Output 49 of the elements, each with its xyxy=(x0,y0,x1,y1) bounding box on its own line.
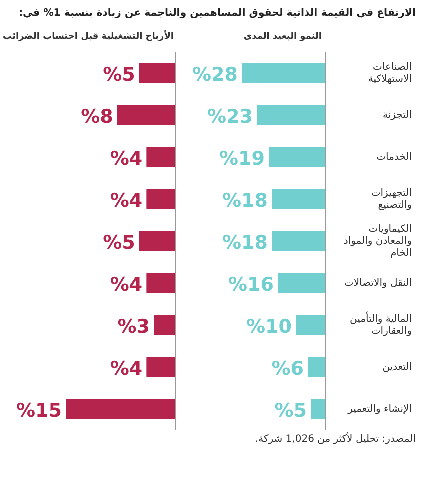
data-label: %23 xyxy=(208,106,253,128)
bar xyxy=(242,63,326,83)
data-label: %16 xyxy=(228,274,274,296)
data-label: %28 xyxy=(192,64,238,86)
y-tick-label: التجهيزات والتصنيع xyxy=(371,188,412,211)
bar xyxy=(308,357,326,377)
data-label: %5 xyxy=(103,64,136,86)
data-label: %4 xyxy=(110,148,143,170)
data-label: %19 xyxy=(220,148,265,170)
bar xyxy=(311,399,326,419)
chart-subtitle: النمو البعيد المدى xyxy=(242,32,323,44)
bar xyxy=(257,105,326,125)
data-label: %4 xyxy=(110,358,143,380)
y-tick-label: التعدين xyxy=(382,362,412,373)
text: المصدر: تحليل لأكثر من 1,026 شركة. xyxy=(254,434,416,445)
y-tick-label: النقل والاتصالات xyxy=(344,278,412,289)
bar xyxy=(146,273,176,293)
data-label: %6 xyxy=(272,358,304,380)
chart-title: الأرباح التشغيلية قبل احتساب الضرائب xyxy=(3,32,175,44)
bar xyxy=(272,189,326,209)
bar xyxy=(272,231,326,251)
data-label: %8 xyxy=(81,106,114,128)
y-tick-label: الصناعات الاستهلاكية xyxy=(368,62,412,85)
data-label: %18 xyxy=(222,232,268,254)
bar xyxy=(278,273,326,293)
data-label: %4 xyxy=(110,190,143,212)
bar xyxy=(139,231,176,251)
y-tick-label: التجزئة xyxy=(383,110,412,121)
data-label: %18 xyxy=(222,190,268,212)
y-tick-label: المالية والتأمين والعقارات xyxy=(350,311,412,337)
bar xyxy=(66,399,176,419)
y-tick-label: الكيماويات والمعادن والمواد الخام xyxy=(344,224,412,259)
data-label: %5 xyxy=(274,400,307,422)
bar xyxy=(269,147,326,167)
y-tick-label: الخدمات xyxy=(376,152,412,163)
bar xyxy=(146,357,176,377)
bar xyxy=(146,147,176,167)
data-label: %10 xyxy=(246,316,292,338)
bar xyxy=(139,63,176,83)
data-label: %4 xyxy=(110,274,143,296)
data-label: %3 xyxy=(118,316,150,338)
y-tick-label: الإنشاء والتعمير xyxy=(347,404,412,415)
chart-title: الارتفاع في القيمة الذاتية لحقوق المساهمين والناجمة عن زيادة بنسبة 1% في: xyxy=(18,8,416,21)
bar xyxy=(117,105,176,125)
bar xyxy=(154,315,176,335)
data-label: %15 xyxy=(16,400,62,422)
bar xyxy=(296,315,326,335)
bar xyxy=(146,189,176,209)
data-label: %5 xyxy=(103,232,136,254)
